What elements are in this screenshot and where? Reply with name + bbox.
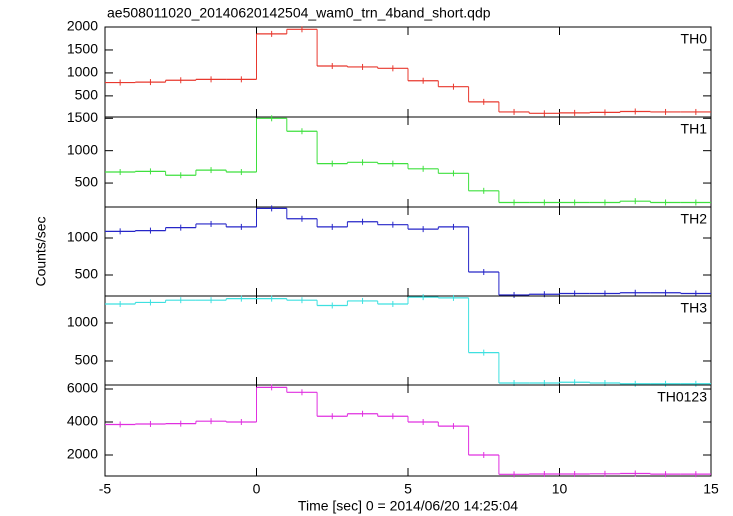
y-tick-label: 1000 bbox=[67, 229, 98, 245]
panel-label: TH2 bbox=[681, 211, 708, 227]
y-tick-label: 1500 bbox=[67, 41, 98, 57]
x-tick-label: -5 bbox=[99, 481, 112, 497]
y-tick-label: 500 bbox=[75, 352, 99, 368]
panel-label: TH0 bbox=[681, 31, 708, 47]
panel-frame bbox=[104, 384, 712, 477]
y-tick-label: 2000 bbox=[67, 18, 98, 34]
x-tick-label: 15 bbox=[703, 481, 719, 497]
panel-label: TH1 bbox=[681, 121, 708, 137]
x-tick-label: 10 bbox=[552, 481, 568, 497]
y-axis-label: Counts/sec bbox=[33, 216, 49, 286]
x-axis-label: Time [sec] 0 = 2014/06/20 14:25:04 bbox=[298, 498, 518, 514]
panel-frame bbox=[104, 116, 712, 208]
y-tick-label: 500 bbox=[75, 266, 99, 282]
panel-frame bbox=[104, 206, 712, 297]
y-tick-label: 1500 bbox=[67, 109, 98, 125]
y-tick-label: 6000 bbox=[67, 380, 98, 396]
y-tick-label: 1000 bbox=[67, 314, 98, 330]
y-tick-label: 1000 bbox=[67, 141, 98, 157]
panel-frame bbox=[104, 295, 712, 386]
x-tick-label: 5 bbox=[404, 481, 412, 497]
y-tick-label: 2000 bbox=[67, 446, 98, 462]
chart-title: ae508011020_20140620142504_wam0_trn_4ban… bbox=[107, 5, 491, 21]
y-tick-label: 500 bbox=[75, 87, 99, 103]
panel-label: TH0123 bbox=[657, 389, 707, 405]
y-tick-label: 1000 bbox=[67, 64, 98, 80]
y-tick-label: 500 bbox=[75, 174, 99, 190]
panel-label: TH3 bbox=[681, 300, 708, 316]
y-tick-label: 4000 bbox=[67, 413, 98, 429]
x-tick-label: 0 bbox=[253, 481, 261, 497]
